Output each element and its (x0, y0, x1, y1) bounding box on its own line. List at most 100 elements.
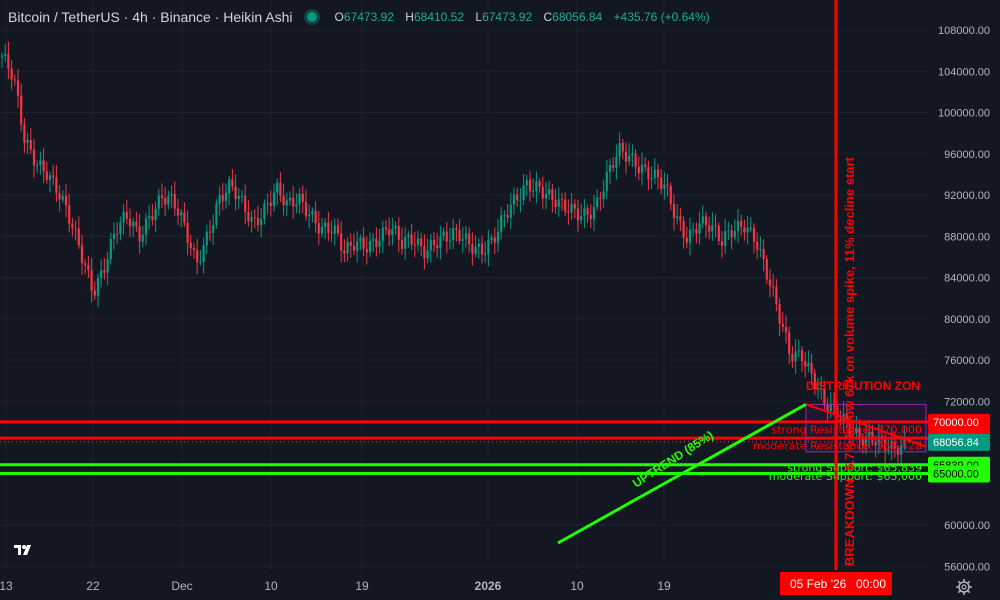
candle-body (887, 448, 890, 451)
candle-body (148, 215, 151, 219)
tradingview-logo-icon[interactable] (10, 538, 38, 562)
candle-body (445, 231, 448, 242)
candle-body (509, 204, 512, 218)
candle-body (423, 245, 426, 259)
candle-body (420, 238, 423, 246)
high-key: H (405, 10, 414, 24)
candle-body (592, 206, 596, 220)
candle-body (688, 229, 692, 243)
candle-body (676, 216, 679, 219)
candle-body (84, 263, 87, 266)
candle-body (714, 224, 717, 226)
candle-body (560, 199, 564, 201)
candle-body (224, 192, 228, 202)
candle-body (628, 155, 631, 162)
uptrend-line[interactable] (557, 403, 807, 545)
candle-body (615, 156, 618, 168)
candle-body (45, 171, 48, 181)
time-axis[interactable]: 13 22 Dec 10 19 2026 10 19 05 Feb '26 00:00 (0, 572, 892, 595)
candle-body (468, 233, 471, 244)
candle-body (784, 326, 788, 333)
candle-body (141, 234, 144, 242)
candle-body (807, 362, 810, 367)
candle-body (650, 177, 653, 180)
candle-body (52, 175, 55, 178)
candle-body (484, 253, 487, 255)
candle-body (775, 286, 778, 305)
candle-body (228, 179, 231, 193)
candle-body (685, 237, 688, 243)
symbol-title[interactable]: Bitcoin / TetherUS · 4h · Binance · Heik… (8, 9, 293, 25)
candle-body (772, 286, 775, 288)
candle-body (215, 203, 218, 225)
candle-body (55, 177, 58, 194)
decline-line[interactable] (805, 403, 927, 448)
strong-resistance-label: strong Resistance: $70,000 (772, 424, 922, 437)
candle-body (324, 222, 327, 227)
candle-body (576, 208, 580, 221)
y-tick-label: 92000.00 (944, 190, 990, 202)
candle-body (637, 167, 640, 174)
candle-body (74, 228, 77, 230)
candle-body (410, 234, 413, 245)
candle-body (464, 233, 468, 240)
y-tick-label: 60000.00 (944, 520, 990, 532)
candle-body (93, 290, 96, 296)
candle-body (87, 265, 90, 271)
moderate-support-label: moderate Support: $65,000 (769, 470, 922, 483)
candle-body (458, 229, 461, 241)
candle-body (212, 224, 215, 233)
candle-body (448, 240, 452, 242)
candle-body (196, 249, 199, 263)
price-label-badge (928, 465, 990, 483)
candle-body (551, 189, 554, 200)
candle-body (746, 228, 749, 233)
candle-body (58, 193, 61, 200)
candle-body (820, 388, 823, 390)
candle-body (90, 270, 93, 291)
candle-body (23, 124, 26, 143)
crosshair-time-text: 00:00 (856, 577, 886, 591)
candle-series (0, 41, 906, 468)
candle-body (266, 202, 269, 204)
candle-body (893, 441, 896, 449)
candle-body (4, 53, 7, 56)
candle-body (122, 212, 125, 223)
y-tick-label: 76000.00 (944, 355, 990, 367)
candle-body (36, 164, 39, 166)
candle-body (39, 160, 42, 165)
open-value: 67473.92 (343, 10, 394, 24)
y-tick-label: 96000.00 (944, 149, 990, 161)
candle-body (301, 193, 304, 202)
candle-body (340, 233, 343, 251)
candle-body (692, 229, 695, 231)
candle-body (349, 241, 352, 246)
candle-body (320, 226, 324, 234)
candle-body (100, 270, 103, 278)
y-tick-label: 56000.00 (944, 561, 990, 573)
candle-body (877, 435, 880, 446)
x-tick-label: 19 (355, 579, 369, 593)
high-value: 68410.52 (413, 10, 465, 24)
candle-body (573, 203, 576, 209)
candle-body (0, 55, 4, 57)
candle-body (234, 186, 237, 200)
candle-body (813, 373, 816, 389)
candle-body (868, 431, 871, 437)
price-axis[interactable]: 108000.00 104000.00 100000.00 96000.00 92000… (928, 25, 990, 573)
candle-body (218, 195, 221, 204)
candle-body (864, 436, 868, 446)
candle-body (352, 245, 356, 251)
candle-body (202, 244, 205, 262)
candle-body (647, 166, 650, 180)
settings-gear-icon[interactable] (955, 578, 973, 596)
candle-body (861, 438, 864, 446)
candle-body (13, 79, 16, 81)
candle-body (330, 232, 333, 234)
candle-body (477, 243, 480, 247)
candle-body (7, 53, 10, 69)
candle-body (666, 184, 669, 186)
close-value: 68056.84 (552, 10, 603, 24)
candle-body (890, 441, 893, 449)
